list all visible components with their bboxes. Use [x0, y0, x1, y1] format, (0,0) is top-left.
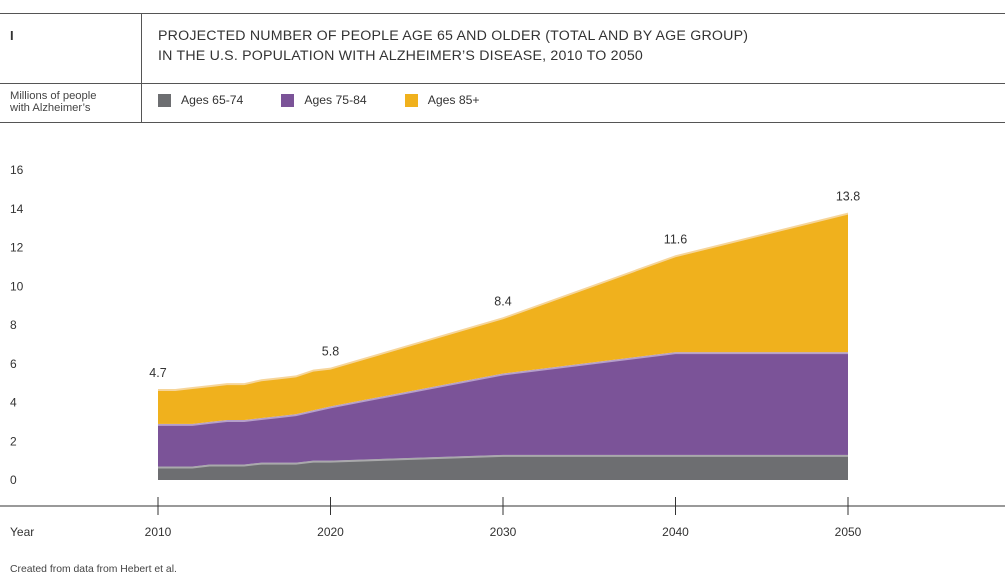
chart-title: PROJECTED NUMBER OF PEOPLE AGE 65 AND OL…: [158, 26, 748, 66]
legend-swatch-ages-85-plus: [404, 93, 418, 107]
x-tick-label-2010: 2010: [145, 525, 172, 539]
area-ages-85-plus: [158, 214, 848, 424]
legend-item-ages-65-74: Ages 65-74: [158, 93, 243, 107]
y-tick-label-14: 14: [10, 202, 24, 216]
y-tick-label-12: 12: [10, 241, 24, 255]
total-label-2040: 11.6: [664, 232, 687, 246]
header-mid-rule: [0, 83, 1005, 84]
area-ages-65-74: [158, 456, 848, 480]
y-axis-ticks: 0 2 4 6 8 10 12 14 16: [10, 163, 24, 487]
legend-label-ages-85-plus: Ages 85+: [427, 93, 480, 107]
y-axis-label-line-2: with Alzheimer’s: [10, 102, 91, 114]
y-tick-label-0: 0: [10, 473, 17, 487]
y-tick-label-6: 6: [10, 357, 17, 371]
x-tick-label-2030: 2030: [490, 525, 517, 539]
legend-label-ages-75-84: Ages 75-84: [304, 93, 367, 107]
chart-title-line-2: IN THE U.S. POPULATION WITH ALZHEIMER’S …: [158, 48, 643, 64]
chart-title-line-1: PROJECTED NUMBER OF PEOPLE AGE 65 AND OL…: [158, 28, 749, 44]
y-tick-label-4: 4: [10, 396, 17, 410]
stacked-area-chart: 0 2 4 6 8 10 12 14 16 4.7 5.8 8.4 11.6 13.8 2010 2020…: [0, 163, 1005, 539]
area-ages-75-84: [158, 354, 848, 467]
y-tick-label-16: 16: [10, 163, 24, 177]
header-bottom-rule: [0, 122, 1005, 123]
y-tick-label-8: 8: [10, 318, 17, 332]
x-axis-label: Year: [10, 525, 34, 539]
y-tick-label-2: 2: [10, 434, 17, 448]
y-axis-label-line-1: Millions of people: [10, 90, 97, 102]
header-vertical-rule: [141, 13, 142, 123]
legend-swatch-ages-75-84: [281, 93, 295, 107]
x-tick-label-2020: 2020: [317, 525, 344, 539]
x-tick-label-2050: 2050: [835, 525, 862, 539]
legend: Ages 65-74 Ages 75-84 Ages 85+: [158, 93, 518, 107]
figure-number: I: [10, 28, 14, 43]
y-axis-label: Millions of people with Alzheimer’s: [10, 90, 96, 114]
total-label-2020: 5.8: [322, 345, 339, 359]
x-tick-label-2040: 2040: [662, 525, 689, 539]
area-series: [158, 212, 848, 480]
total-label-2050: 13.8: [836, 190, 860, 204]
source-note: Created from data from Hebert et al.: [10, 564, 177, 575]
header-top-rule: [0, 13, 1005, 14]
chart-header: I PROJECTED NUMBER OF PEOPLE AGE 65 AND …: [0, 0, 1005, 123]
legend-swatch-ages-65-74: [158, 93, 171, 107]
total-labels: 4.7 5.8 8.4 11.6 13.8: [149, 190, 860, 380]
total-label-2010: 4.7: [149, 366, 166, 380]
x-axis: 2010 2020 2030 2040 2050 Year: [0, 497, 1005, 539]
y-tick-label-10: 10: [10, 279, 24, 293]
legend-item-ages-75-84: Ages 75-84: [281, 93, 367, 107]
legend-label-ages-65-74: Ages 65-74: [181, 93, 244, 107]
legend-item-ages-85-plus: Ages 85+: [404, 93, 480, 107]
total-label-2030: 8.4: [494, 294, 511, 308]
